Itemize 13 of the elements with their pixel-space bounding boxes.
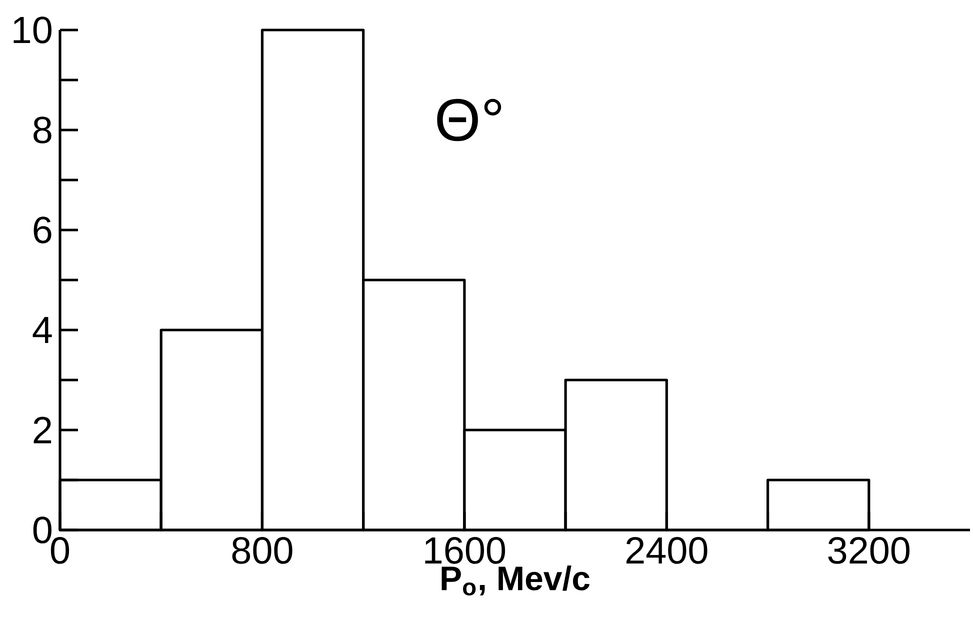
x-tick-label: 800: [232, 537, 292, 564]
y-tick-label: 2: [34, 416, 52, 444]
x-axis-title: P$_{o}$, Mev/c: [442, 566, 590, 596]
y-tick-label: 6: [34, 216, 52, 244]
y-tick-label: 0: [33, 516, 52, 544]
x-tick-label: 0: [50, 537, 70, 564]
y-tick-label: 8: [34, 116, 52, 144]
x-tick-label: 1600: [425, 537, 506, 564]
x-tick-label: 2400: [626, 537, 708, 564]
y-tick-label: 4: [32, 316, 52, 344]
annotation: Θ°: [437, 98, 502, 142]
x-tick-label: 3200: [828, 537, 910, 564]
y-tick-label: 10: [14, 16, 52, 44]
